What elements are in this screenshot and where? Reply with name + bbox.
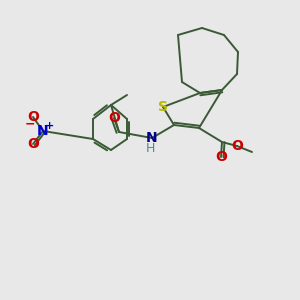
Text: N: N xyxy=(146,131,158,145)
Text: O: O xyxy=(27,137,39,151)
Text: +: + xyxy=(44,121,54,131)
Text: S: S xyxy=(158,100,168,114)
Text: O: O xyxy=(231,139,243,153)
Text: −: − xyxy=(25,118,35,130)
Text: O: O xyxy=(108,111,120,125)
Text: N: N xyxy=(37,124,49,138)
Text: O: O xyxy=(215,150,227,164)
Text: O: O xyxy=(27,110,39,124)
Text: H: H xyxy=(145,142,155,155)
